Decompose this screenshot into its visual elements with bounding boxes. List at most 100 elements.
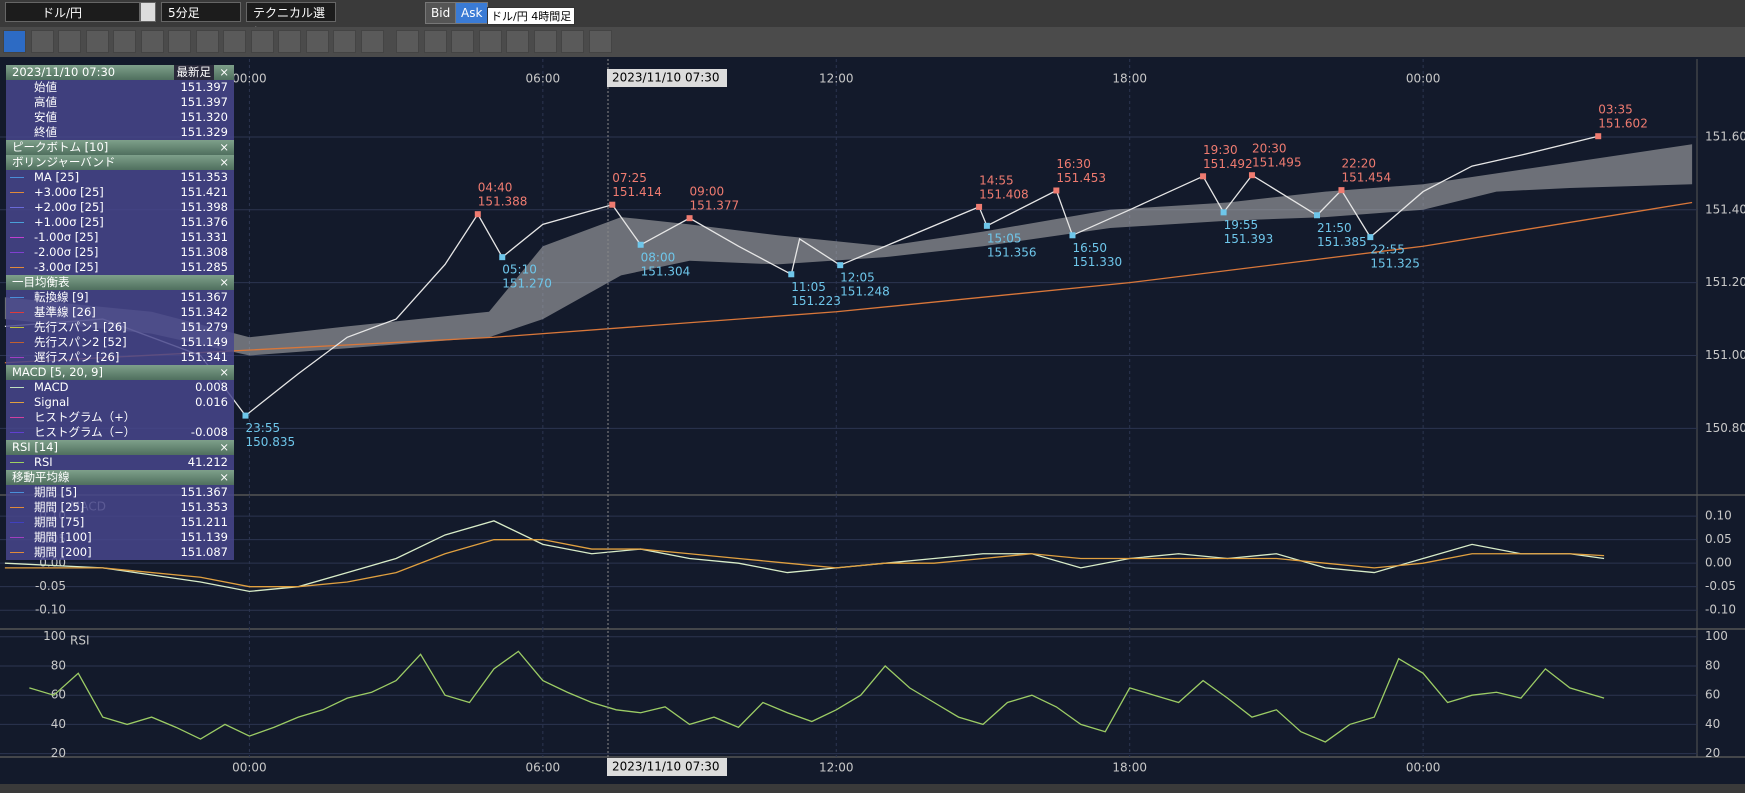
peak-time: 11:05	[791, 280, 826, 294]
row-label: 遅行スパン [26]	[34, 350, 119, 364]
info-row: 期間 [75]151.211	[6, 515, 234, 530]
line-swatch	[10, 252, 24, 253]
tool-icon[interactable]	[396, 30, 419, 53]
x-tick-label: 12:00	[819, 72, 854, 86]
x-tick-label: 12:00	[819, 761, 854, 775]
section-header: 2023/11/10 07:30最新足×	[6, 65, 234, 80]
timeframe-select[interactable]: 5分足	[161, 2, 241, 22]
pair-select[interactable]: ドル/円	[5, 2, 140, 22]
info-row: 期間 [200]151.087	[6, 545, 234, 560]
peak-value: 151.408	[979, 187, 1029, 201]
y-tick-label: 60	[1705, 688, 1720, 702]
y-tick-label: 151.60	[1705, 129, 1745, 143]
row-value: 151.376	[180, 215, 228, 230]
tool-icon[interactable]	[278, 30, 301, 53]
row-value: 151.279	[180, 320, 228, 335]
tool-icon[interactable]	[196, 30, 219, 53]
info-row: 転換線 [9]151.367	[6, 290, 234, 305]
line-swatch	[10, 552, 24, 553]
close-button[interactable]: ×	[219, 65, 229, 80]
line-swatch	[10, 402, 24, 403]
tool-icon[interactable]	[333, 30, 356, 53]
line-swatch	[10, 342, 24, 343]
line-swatch	[10, 177, 24, 178]
tool-icon[interactable]	[306, 30, 329, 53]
peak-time: 15:05	[987, 231, 1022, 245]
ask-button[interactable]: Ask	[455, 2, 488, 24]
close-button[interactable]: ×	[219, 140, 229, 155]
tool-icon[interactable]	[251, 30, 274, 53]
row-value: 151.320	[180, 110, 228, 125]
tool-icon[interactable]	[86, 30, 109, 53]
tool-icon[interactable]	[589, 30, 612, 53]
peak-marker	[243, 413, 249, 419]
y-tick-label: 20	[1705, 746, 1720, 760]
peak-marker	[609, 202, 615, 208]
chart: 150.80151.00151.20151.40151.6000:0006:00…	[0, 57, 1745, 785]
row-value: -0.008	[191, 425, 228, 440]
peak-time: 16:50	[1072, 241, 1107, 255]
y-tick-label: -0.05	[1705, 579, 1736, 593]
technical-select[interactable]: テクニカル選択	[246, 2, 336, 22]
peak-marker	[687, 215, 693, 221]
row-label: -2.00σ [25]	[34, 245, 98, 259]
y-tick-label: 100	[1705, 629, 1728, 643]
tool-icon[interactable]	[113, 30, 136, 53]
top-toolbar: ドル/円 5分足 テクニカル選択 Bid Ask ドル/円 4時間足	[0, 0, 1745, 27]
close-button[interactable]: ×	[219, 275, 229, 290]
tool-icon[interactable]	[3, 30, 26, 53]
peak-value: 151.223	[791, 294, 841, 308]
pair-dropdown[interactable]	[140, 2, 156, 22]
peak-marker	[499, 254, 505, 260]
row-label: 期間 [200]	[34, 545, 92, 559]
pair-text: ドル/円	[42, 6, 82, 20]
line-swatch	[10, 192, 24, 193]
tool-icon[interactable]	[168, 30, 191, 53]
peak-marker	[1200, 173, 1206, 179]
peak-time: 14:55	[979, 173, 1014, 187]
x-tick-label: 00:00	[232, 72, 267, 86]
tool-icon[interactable]	[534, 30, 557, 53]
line-swatch	[10, 462, 24, 463]
peak-marker	[1595, 133, 1601, 139]
section-header: ピークボトム [10]×	[6, 140, 234, 155]
bid-button[interactable]: Bid	[425, 2, 456, 24]
row-value: 151.285	[180, 260, 228, 275]
tool-icon[interactable]	[31, 30, 54, 53]
info-row: RSI41.212	[6, 455, 234, 470]
section-title: RSI [14]	[12, 440, 58, 454]
x-tick-label: 06:00	[526, 72, 561, 86]
crosshair-label: 2023/11/10 07:30	[612, 71, 720, 85]
tool-icon[interactable]	[506, 30, 529, 53]
row-label: 期間 [75]	[34, 515, 84, 529]
tool-icon[interactable]	[58, 30, 81, 53]
tool-icon[interactable]	[223, 30, 246, 53]
row-value: 151.367	[180, 290, 228, 305]
info-row: 高値151.397	[6, 95, 234, 110]
tool-icon[interactable]	[141, 30, 164, 53]
peak-time: 22:20	[1341, 157, 1376, 171]
info-row: Signal0.016	[6, 395, 234, 410]
tool-icon[interactable]	[451, 30, 474, 53]
tool-icon[interactable]	[424, 30, 447, 53]
row-label: +2.00σ [25]	[34, 200, 104, 214]
close-button[interactable]: ×	[219, 440, 229, 455]
tool-icon[interactable]	[361, 30, 384, 53]
peak-marker	[1314, 212, 1320, 218]
y-tick-label-left: -0.10	[35, 603, 66, 617]
row-label: 始値	[34, 80, 57, 94]
x-tick-label: 18:00	[1112, 72, 1147, 86]
x-tick-label: 00:00	[1406, 761, 1441, 775]
row-label: MA [25]	[34, 170, 79, 184]
close-button[interactable]: ×	[219, 155, 229, 170]
close-button[interactable]: ×	[219, 365, 229, 380]
tool-icon[interactable]	[479, 30, 502, 53]
peak-time: 22:55	[1370, 243, 1405, 257]
line-swatch	[10, 387, 24, 388]
section-badge: 最新足	[174, 65, 215, 80]
x-tick-label: 00:00	[232, 761, 267, 775]
tool-icon[interactable]	[561, 30, 584, 53]
close-button[interactable]: ×	[219, 470, 229, 485]
row-value: 151.421	[180, 185, 228, 200]
peak-value: 151.270	[502, 277, 552, 291]
